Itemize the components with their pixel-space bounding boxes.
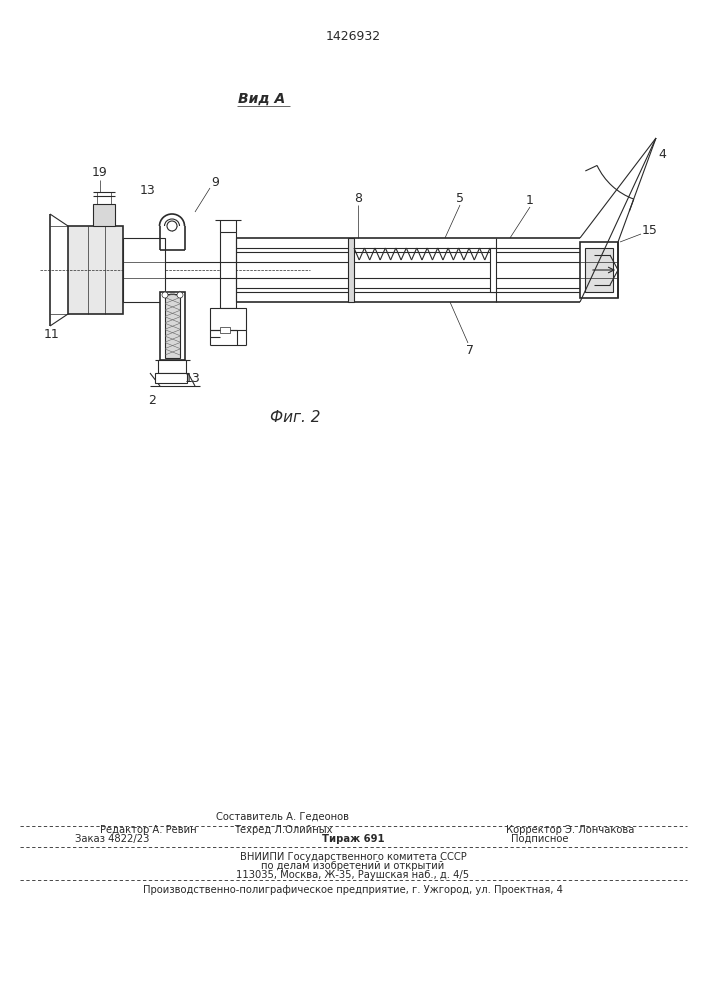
Bar: [490, 248, 496, 292]
Text: 11: 11: [44, 328, 60, 342]
Circle shape: [177, 292, 183, 298]
Text: Редактор А. Ревин: Редактор А. Ревин: [100, 825, 197, 835]
Bar: [160, 292, 185, 360]
Text: 9: 9: [211, 176, 219, 188]
Bar: [220, 232, 236, 308]
Bar: [68, 226, 123, 314]
Text: Составитель А. Гедеонов: Составитель А. Гедеонов: [216, 812, 349, 822]
Text: Техред Л.Олийных: Техред Л.Олийных: [234, 825, 332, 835]
Bar: [585, 248, 613, 292]
Text: 15: 15: [642, 224, 658, 236]
Text: 7: 7: [466, 344, 474, 357]
Text: Производственно-полиграфическое предприятие, г. Ужгород, ул. Проектная, 4: Производственно-полиграфическое предприя…: [143, 885, 563, 895]
Text: 1: 1: [526, 194, 534, 207]
Text: Вид А: Вид А: [238, 92, 286, 106]
Text: 1426932: 1426932: [325, 30, 380, 43]
Bar: [348, 238, 354, 302]
Text: по делам изобретений и открытий: по делам изобретений и открытий: [262, 861, 445, 871]
Text: Фиг. 2: Фиг. 2: [270, 410, 320, 426]
Text: 113035, Москва, Ж-35, Раушская наб., д. 4/5: 113035, Москва, Ж-35, Раушская наб., д. …: [236, 870, 469, 880]
Text: Заказ 4822/23: Заказ 4822/23: [75, 834, 149, 844]
Text: 5: 5: [456, 192, 464, 205]
Bar: [155, 373, 187, 383]
Text: Корректор Э. Лончакова: Корректор Э. Лончакова: [506, 825, 634, 835]
Text: 19: 19: [92, 165, 108, 178]
Text: 13: 13: [140, 184, 156, 196]
Text: ВНИИПИ Государственного комитета СССР: ВНИИПИ Государственного комитета СССР: [240, 852, 467, 862]
Bar: [93, 204, 115, 226]
Bar: [165, 294, 180, 358]
Text: 4: 4: [658, 148, 666, 161]
Bar: [123, 238, 165, 302]
Text: Тираж 691: Тираж 691: [322, 834, 385, 844]
Text: 8: 8: [354, 192, 362, 205]
Text: 2: 2: [148, 393, 156, 406]
Bar: [220, 327, 230, 333]
Text: 13: 13: [185, 371, 201, 384]
Circle shape: [162, 292, 168, 298]
Circle shape: [167, 221, 177, 231]
Bar: [158, 360, 186, 373]
Text: Подписное: Подписное: [511, 834, 568, 844]
Bar: [580, 242, 618, 298]
Bar: [210, 308, 246, 330]
